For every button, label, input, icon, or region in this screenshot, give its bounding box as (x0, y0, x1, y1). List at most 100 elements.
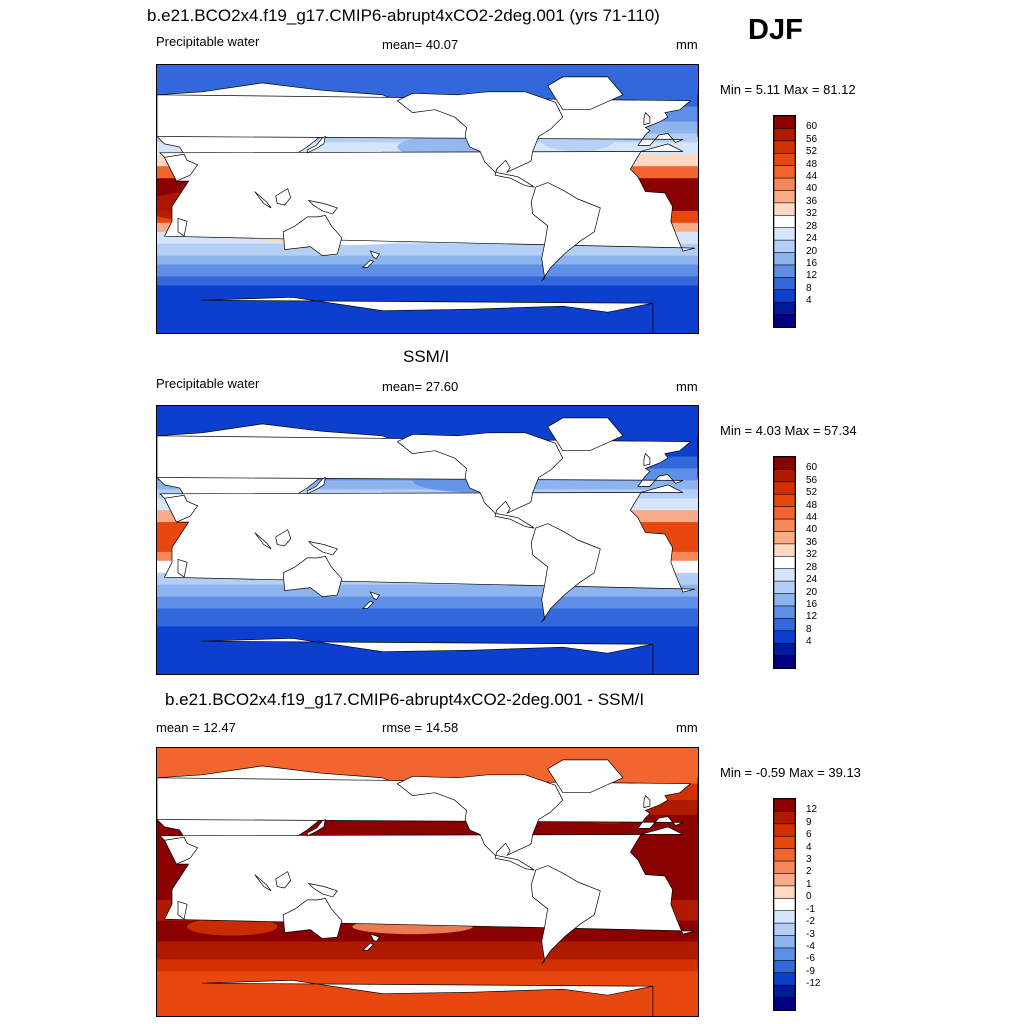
land-nzN (369, 250, 380, 260)
colorbar-swatch (774, 128, 795, 142)
colorbar-swatch (774, 506, 795, 520)
land-australia (282, 556, 343, 597)
land-nzN (369, 933, 380, 943)
colorbar-tick-label: 1 (806, 878, 812, 890)
colorbar-swatch (774, 580, 795, 595)
panel-2-mean-label: mean= 27.60 (382, 379, 459, 394)
panel-2-variable-label: Precipitable water (156, 376, 260, 391)
colorbar-tick-label: -12 (806, 978, 821, 990)
land-madagascar (177, 217, 188, 237)
colorbar-swatch (774, 885, 795, 899)
colorbar-swatch (774, 493, 795, 508)
panel-3-map-svg (157, 748, 698, 1016)
colorbar-tick-label: -4 (806, 940, 815, 952)
colorbar-tick-label: 56 (806, 133, 818, 145)
colorbar-tick-label: 3 (806, 854, 812, 866)
land-madagascar (177, 558, 188, 578)
colorbar-tick-label: 56 (806, 474, 818, 486)
colorbar-swatch (774, 835, 795, 850)
panel-2-colorbar (773, 456, 796, 669)
colorbar-tick-label: 40 (806, 524, 818, 536)
colorbar-tick-label: 12 (806, 804, 818, 816)
land-japan (306, 476, 326, 495)
land-indonesia1 (254, 532, 272, 550)
land-samerica (530, 182, 601, 282)
colorbar-swatch (774, 960, 795, 974)
panel-3-title: b.e21.BCO2x4.f19_g17.CMIP6-abrupt4xCO2-2… (165, 690, 645, 709)
colorbar-swatch (774, 289, 795, 303)
field-band (157, 608, 698, 627)
colorbar-tick-label: 36 (806, 536, 818, 548)
panel-3-rmse-label: rmse = 14.58 (382, 720, 459, 735)
colorbar-tick-label: 32 (806, 549, 818, 561)
panel-1-colorbar (773, 115, 796, 328)
colorbar-tick-label: 60 (806, 462, 818, 474)
land-namerica (396, 774, 564, 871)
panel-1-units-label: mm (676, 37, 698, 52)
colorbar-swatch (774, 605, 795, 620)
land-africa (159, 484, 696, 593)
colorbar-swatch (774, 152, 795, 167)
colorbar-tick-label: 28 (806, 220, 818, 232)
colorbar-swatch (774, 972, 795, 986)
land-uk (643, 111, 651, 126)
colorbar-tick-label: 44 (806, 512, 818, 524)
colorbar-tick-label: 24 (806, 233, 818, 245)
land-greenland (547, 417, 624, 452)
land-newguinea (307, 882, 338, 898)
panel-3-colorbar (773, 798, 796, 1011)
colorbar-swatch (774, 655, 795, 668)
land-japan (306, 135, 326, 154)
land-namerica (396, 432, 564, 529)
field-blob (187, 917, 278, 936)
colorbar-tick-label: 12 (806, 270, 818, 282)
colorbar-tick-label: 16 (806, 257, 818, 269)
land-arabia (163, 153, 199, 182)
colorbar-tick-label: 28 (806, 561, 818, 573)
panel-3-mean-label: mean = 12.47 (156, 720, 236, 735)
colorbar-swatch (774, 481, 795, 495)
colorbar-tick-label: -2 (806, 916, 815, 928)
field-band (157, 959, 698, 972)
land-antarctica (202, 296, 654, 333)
colorbar-swatch (774, 811, 795, 825)
land-uk (643, 452, 651, 467)
land-arabia (163, 836, 199, 865)
land-australia (282, 898, 343, 939)
colorbar-tick-label: 8 (806, 623, 812, 635)
colorbar-tick-label: -1 (806, 903, 815, 915)
colorbar-swatch (774, 642, 795, 657)
land-greenland (547, 759, 624, 794)
colorbar-tick-label: 4 (806, 295, 812, 307)
panel-2-units-label: mm (676, 379, 698, 394)
colorbar-swatch (774, 568, 795, 582)
panel-1-variable-label: Precipitable water (156, 34, 260, 49)
colorbar-tick-label: 24 (806, 574, 818, 586)
colorbar-swatch (774, 227, 795, 241)
panel-2-map (156, 405, 699, 675)
colorbar-swatch (774, 543, 795, 557)
panel-3-map (156, 747, 699, 1017)
colorbar-swatch (774, 618, 795, 632)
colorbar-tick-label: 0 (806, 891, 812, 903)
field-band (157, 264, 698, 277)
land-newguinea (307, 540, 338, 556)
colorbar-swatch (774, 140, 795, 154)
colorbar-swatch (774, 910, 795, 924)
land-borneo (275, 871, 292, 889)
land-africa (159, 143, 696, 252)
colorbar-swatch (774, 935, 795, 949)
colorbar-swatch (774, 116, 795, 130)
colorbar-tick-label: 52 (806, 487, 818, 499)
colorbar-swatch (774, 799, 795, 813)
season-label: DJF (748, 14, 803, 46)
colorbar-swatch (774, 860, 795, 875)
colorbar-tick-label: -9 (806, 965, 815, 977)
colorbar-tick-label: 8 (806, 282, 812, 294)
colorbar-tick-label: 48 (806, 499, 818, 511)
panel-1-map-svg (157, 65, 698, 333)
panel-1-minmax: Min = 5.11 Max = 81.12 (720, 82, 856, 97)
panel-3-units-label: mm (676, 720, 698, 735)
land-nzS (362, 600, 374, 609)
land-nzS (362, 942, 374, 951)
